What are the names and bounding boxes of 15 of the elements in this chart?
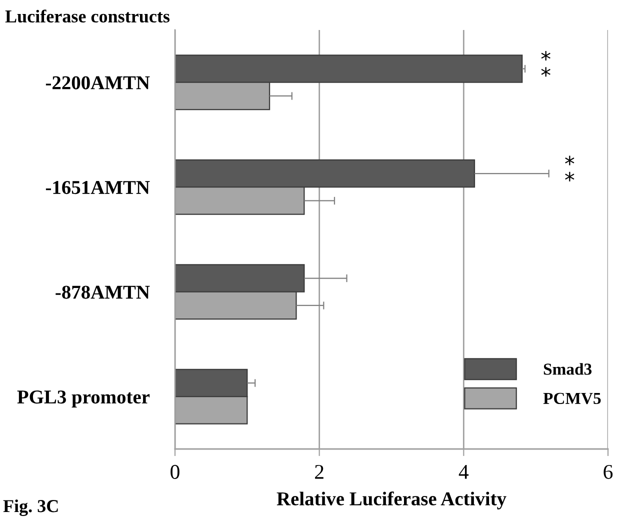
y-tick-label: -1651AMTN — [46, 180, 150, 194]
x-axis-title: Relative Luciferase Activity — [276, 492, 506, 510]
annotation: * * — [565, 156, 574, 182]
x-tick-label: 6 — [604, 464, 613, 479]
legend-label: PCMV5 — [543, 392, 601, 404]
y-tick-label: -878AMTN — [56, 286, 150, 299]
y-tick-label: -2200AMTN — [46, 76, 150, 90]
y-tick-label: PGL3 promoter — [17, 390, 150, 408]
legend-label: Smad3 — [544, 363, 592, 375]
caption: Fig. 3C — [3, 499, 58, 516]
x-tick-label: 4 — [458, 465, 469, 479]
y-axis-title: Luciferase constructs — [5, 10, 170, 23]
x-tick-label: 2 — [315, 464, 324, 479]
x-tick-label: 0 — [170, 464, 180, 479]
annotation: * * — [541, 50, 550, 77]
